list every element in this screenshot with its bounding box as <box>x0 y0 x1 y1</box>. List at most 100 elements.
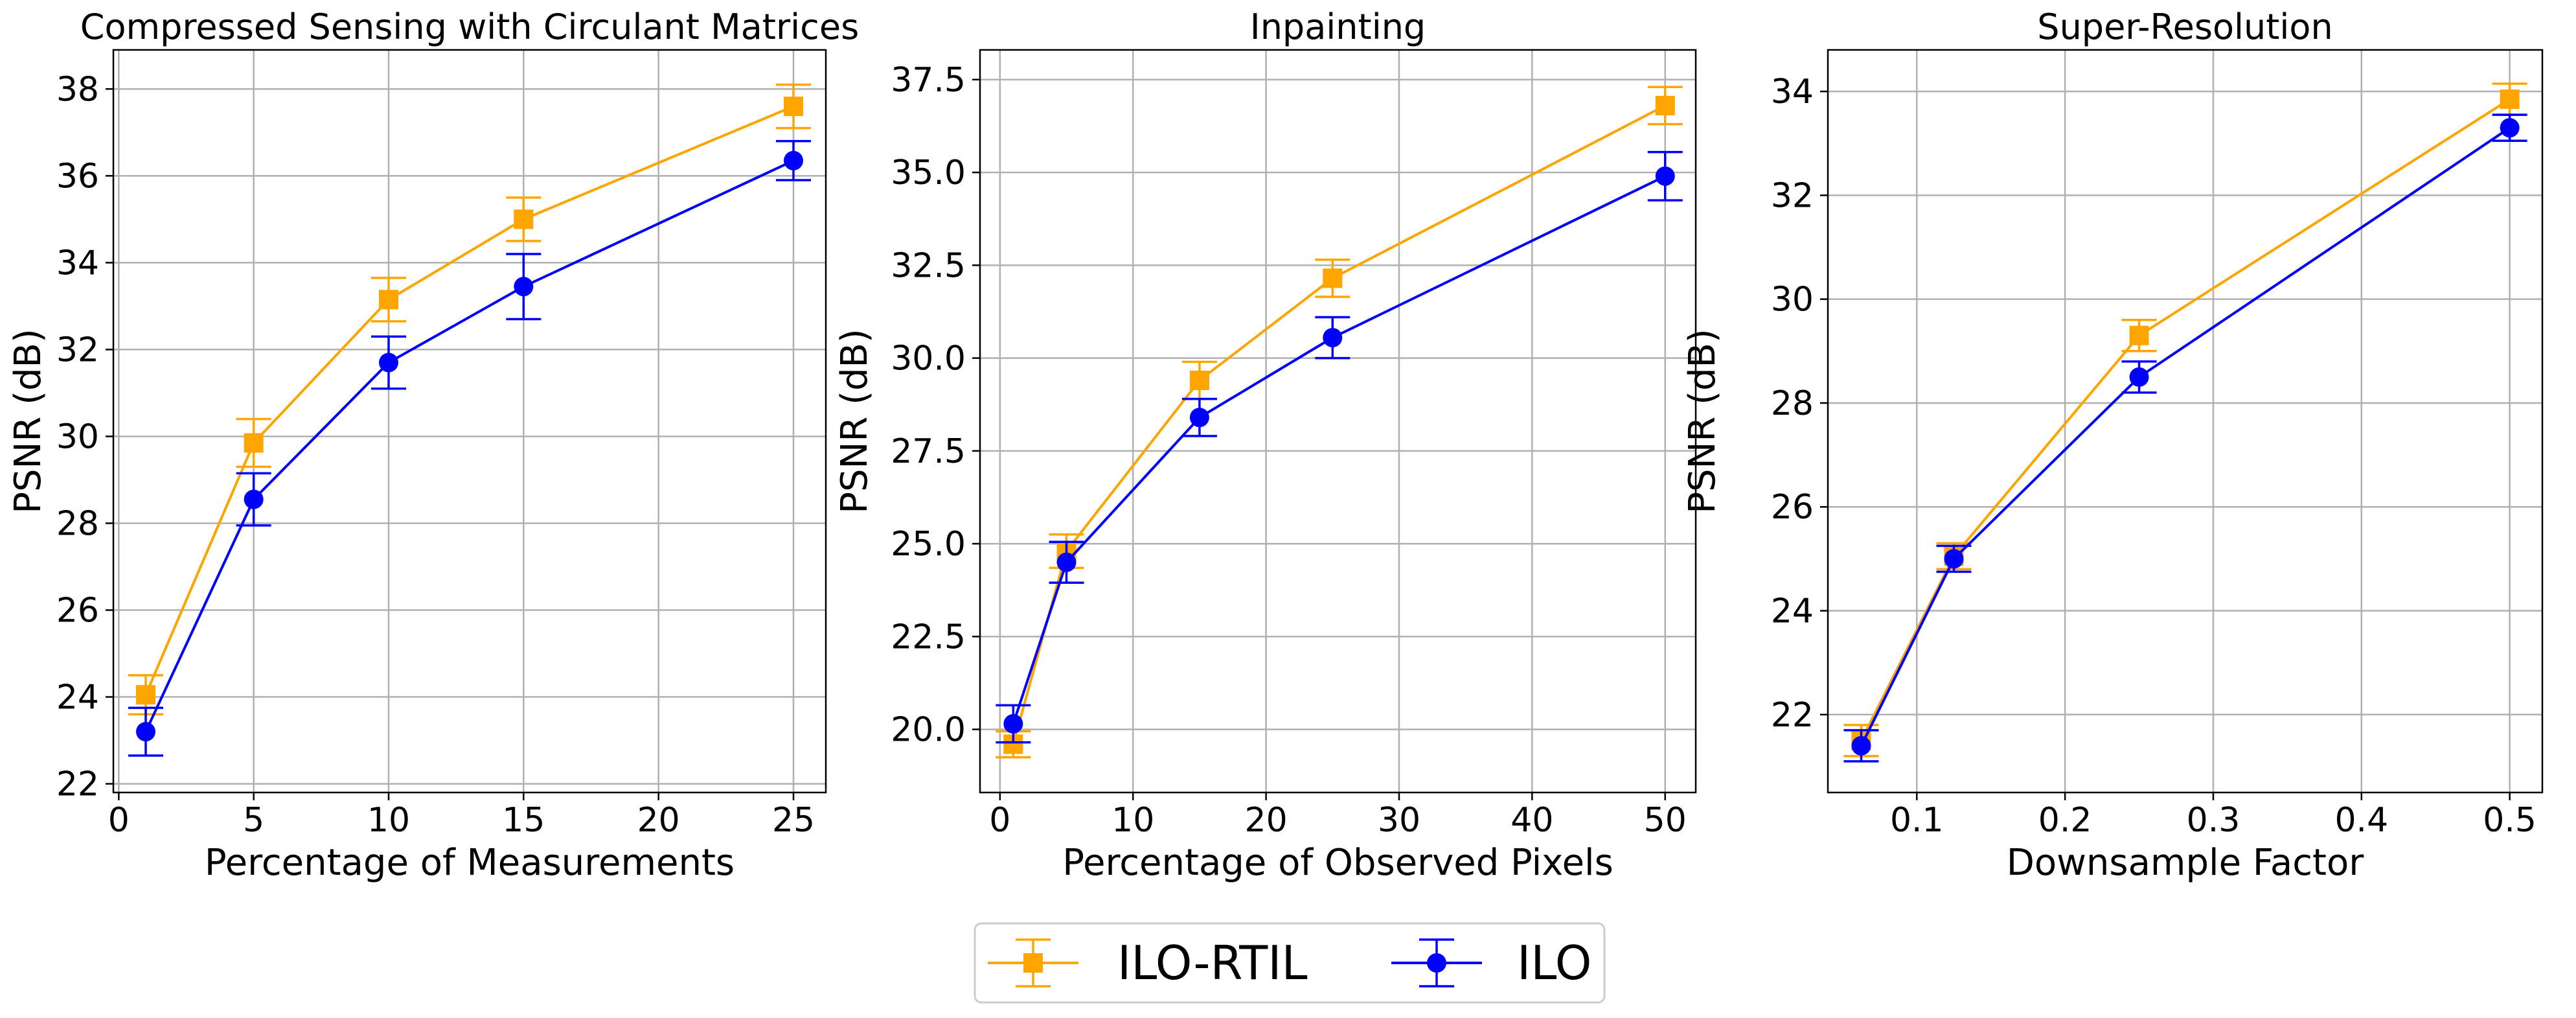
data-point <box>2500 118 2520 138</box>
x-tick-label: 0.3 <box>2187 801 2240 840</box>
x-tick-label: 10 <box>367 801 410 840</box>
legend-marker-circle <box>1427 953 1446 973</box>
series-line <box>1860 126 2511 746</box>
data-point <box>379 290 398 310</box>
x-tick-label: 0.2 <box>2038 801 2092 840</box>
legend: ILO-RTIL ILO <box>974 922 1606 1004</box>
x-axis-label: Percentage of Observed Pixels <box>1062 842 1613 884</box>
data-point <box>784 150 803 170</box>
x-tick-label: 20 <box>1245 801 1288 840</box>
data-point <box>1323 268 1343 288</box>
data-point <box>244 433 264 453</box>
legend-marker-square <box>1023 953 1043 973</box>
chart-title: Super-Resolution <box>2037 6 2332 47</box>
series-ilo <box>128 139 811 757</box>
y-tick-label: 25.0 <box>891 525 966 564</box>
legend-frame <box>974 922 1606 1004</box>
x-axis-label: Percentage of Measurements <box>205 842 735 884</box>
y-axis-label: PSNR (dB) <box>1681 329 1724 514</box>
y-tick-label: 32 <box>1771 176 1814 215</box>
y-tick-label: 22.5 <box>891 618 966 656</box>
y-tick-label: 34 <box>1771 73 1814 111</box>
series-line <box>1012 175 1666 724</box>
series-line <box>1860 98 2511 741</box>
y-tick-label: 20.0 <box>891 711 966 750</box>
y-tick-label: 22 <box>56 765 99 804</box>
data-point <box>2129 325 2149 345</box>
series-ilo <box>996 150 1683 744</box>
x-axis-label: Downsample Factor <box>2007 842 2364 884</box>
x-tick-label: 0 <box>108 801 130 840</box>
data-point <box>1655 95 1675 115</box>
y-tick-label: 37.5 <box>891 61 966 100</box>
x-tick-label: 30 <box>1378 801 1420 840</box>
data-point <box>379 353 398 373</box>
data-point <box>2129 367 2149 387</box>
plot-frame <box>1827 49 2544 794</box>
y-tick-label: 26 <box>1771 488 1814 527</box>
x-tick-label: 0 <box>989 801 1010 840</box>
chart-title: Compressed Sensing with Circulant Matric… <box>80 6 859 47</box>
data-point <box>1655 166 1675 186</box>
data-point <box>1003 713 1023 734</box>
data-point <box>514 277 534 297</box>
y-tick-label: 34 <box>56 244 99 283</box>
data-point <box>136 722 155 742</box>
x-tick-label: 10 <box>1111 801 1154 840</box>
series-ilo <box>1843 113 2527 763</box>
y-tick-label: 24 <box>1771 592 1814 631</box>
plot-frame <box>979 49 1697 794</box>
chart-panel-1: 0 5 10 15 20 25 22 24 26 28 30 32 34 36 38 Compressed S… <box>7 6 859 884</box>
data-point <box>244 489 264 509</box>
x-tick-label: 50 <box>1644 801 1687 840</box>
y-axis-label: PSNR (dB) <box>834 329 876 514</box>
y-axis-label: PSNR (dB) <box>7 329 49 514</box>
legend-label: ILO-RTIL <box>1117 936 1308 990</box>
y-tick-label: 38 <box>56 70 99 109</box>
y-tick-label: 32 <box>56 330 99 369</box>
data-point <box>1056 552 1077 572</box>
x-tick-label: 40 <box>1510 801 1553 840</box>
plot-frame <box>112 49 827 794</box>
y-tick-label: 28 <box>56 504 99 543</box>
series-line <box>1012 104 1666 745</box>
y-tick-label: 26 <box>56 592 99 630</box>
y-tick-label: 22 <box>1771 696 1814 735</box>
chart-panel-2: 0 10 20 30 40 50 20.0 22.5 25.0 27.5 30.0 32.5 35.0 3… <box>834 6 1697 884</box>
x-tick-label: 5 <box>243 801 264 840</box>
x-tick-label: 0.4 <box>2334 801 2388 840</box>
data-point <box>1323 328 1343 348</box>
y-tick-label: 30.0 <box>891 340 966 378</box>
y-tick-label: 32.5 <box>891 246 966 285</box>
legend-label: ILO <box>1517 936 1591 990</box>
chart-title: Inpainting <box>1250 6 1426 47</box>
data-point <box>2500 89 2520 110</box>
y-tick-label: 36 <box>56 157 99 196</box>
data-point <box>784 97 803 117</box>
data-point <box>1944 549 1964 569</box>
series-ilo-rtil <box>996 86 1683 759</box>
y-tick-label: 27.5 <box>891 432 966 471</box>
series-ilo-rtil <box>128 83 811 716</box>
x-tick-label: 25 <box>772 801 815 840</box>
y-tick-label: 30 <box>1771 281 1814 319</box>
data-point <box>1189 370 1209 390</box>
data-point <box>1189 408 1209 428</box>
data-point <box>514 209 534 229</box>
y-tick-label: 35.0 <box>891 154 966 192</box>
data-point <box>136 685 155 705</box>
x-tick-label: 0.1 <box>1890 801 1944 840</box>
series-line <box>144 159 794 733</box>
y-tick-label: 28 <box>1771 384 1814 423</box>
series-line <box>144 105 794 695</box>
x-tick-label: 20 <box>637 801 680 840</box>
legend-entry-ilo-rtil: ILO-RTIL <box>988 936 1308 990</box>
chart-panel-3: 0.1 0.2 0.3 0.4 0.5 22 24 26 28 30 32 34 Super-Resol… <box>1681 6 2544 884</box>
legend-entry-ilo: ILO <box>1391 936 1591 990</box>
y-tick-label: 30 <box>56 417 99 456</box>
y-tick-label: 24 <box>56 678 99 717</box>
data-point <box>1851 735 1871 756</box>
x-tick-label: 0.5 <box>2483 801 2536 840</box>
x-tick-label: 15 <box>502 801 545 840</box>
